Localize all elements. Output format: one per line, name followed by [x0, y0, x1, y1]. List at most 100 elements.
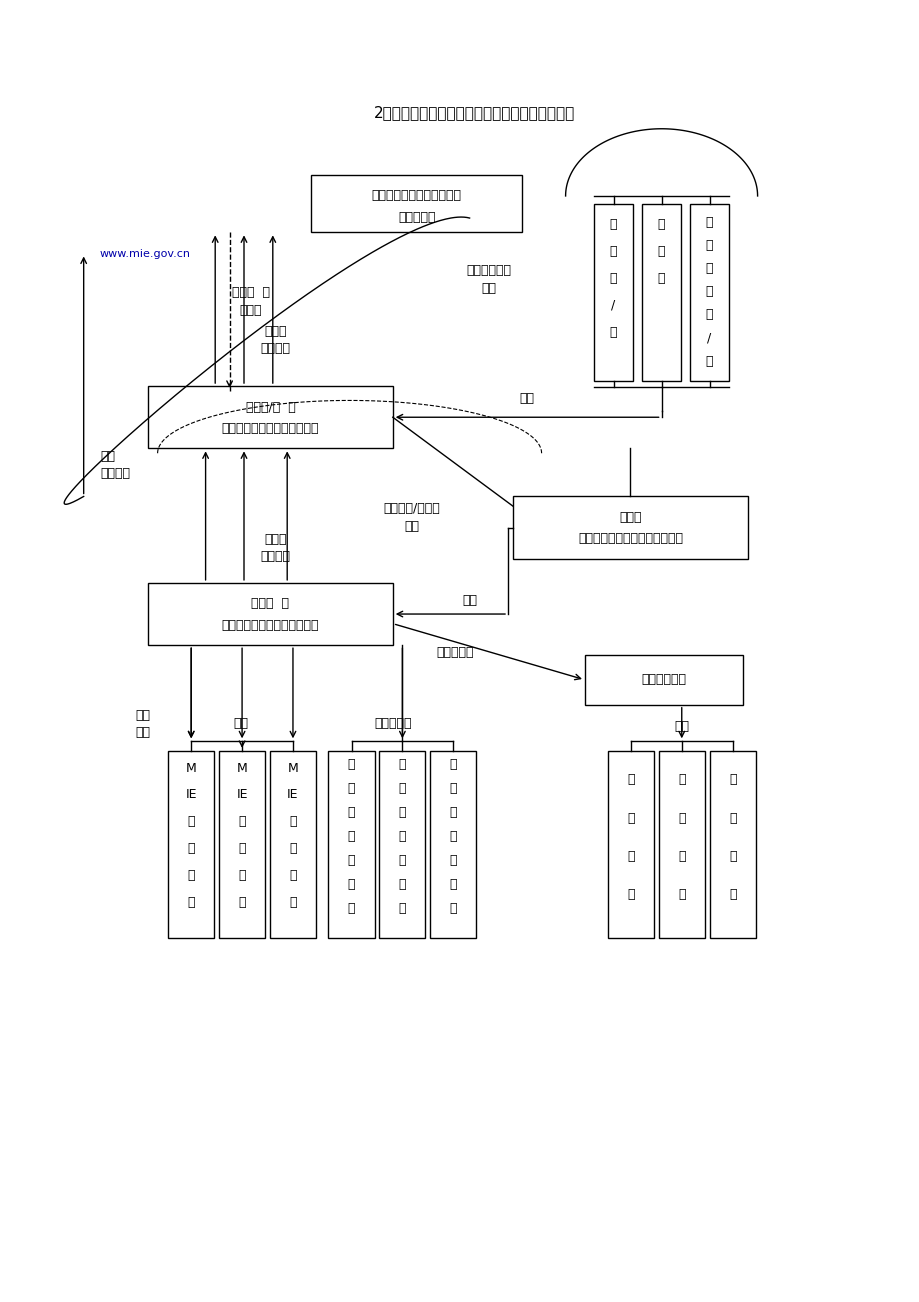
Text: 科技厅/委  或: 科技厅/委 或 [245, 401, 295, 414]
Text: 增: 增 [449, 829, 457, 842]
Text: 息: 息 [705, 240, 712, 253]
Text: IE: IE [287, 789, 299, 802]
Text: 实: 实 [238, 815, 245, 828]
Text: 各类报表: 各类报表 [260, 342, 290, 355]
Text: 业: 业 [238, 896, 245, 909]
Bar [379, 751, 425, 937]
Text: 对应的: 对应的 [618, 512, 641, 525]
Bar [658, 751, 704, 937]
Text: 生: 生 [347, 758, 355, 771]
Text: 件: 件 [677, 811, 685, 824]
Text: 范围: 范围 [404, 519, 419, 533]
Text: 2、制造业信息化工程记录工作数据汇总参照流程: 2、制造业信息化工程记录工作数据汇总参照流程 [373, 105, 574, 120]
Text: /: / [707, 332, 711, 345]
Text: 提交与审核: 提交与审核 [436, 646, 473, 659]
Text: 上报: 上报 [233, 717, 248, 730]
Text: 件: 件 [728, 811, 735, 824]
Text: 力: 力 [347, 806, 355, 819]
Bar [594, 203, 632, 381]
Text: 经: 经 [657, 219, 664, 232]
Bar [607, 751, 653, 937]
Bar [328, 751, 374, 937]
Text: 业: 业 [627, 888, 634, 901]
Text: 审核: 审核 [136, 708, 151, 721]
Text: 实: 实 [289, 815, 297, 828]
Text: 行: 行 [187, 842, 195, 855]
Text: 企: 企 [187, 870, 195, 883]
Text: 省（区、市）: 省（区、市） [466, 264, 511, 277]
Text: 行: 行 [238, 842, 245, 855]
Text: 业: 业 [187, 896, 195, 909]
Bar [709, 751, 754, 937]
Text: 软: 软 [627, 773, 634, 786]
Text: 软件行业协会: 软件行业协会 [641, 673, 686, 686]
Text: 企: 企 [677, 850, 685, 863]
Bar [584, 655, 743, 704]
Text: 力: 力 [398, 806, 405, 819]
Text: 生: 生 [449, 758, 457, 771]
Text: 中: 中 [347, 878, 355, 891]
Text: 中: 中 [449, 878, 457, 891]
Text: 指定的记录工作详细组织机构: 指定的记录工作详细组织机构 [221, 422, 319, 435]
Text: 范围: 范围 [481, 281, 495, 294]
Text: 产: 产 [449, 781, 457, 794]
Text: 增: 增 [398, 829, 405, 842]
Text: 委: 委 [657, 272, 664, 285]
Text: 厅: 厅 [609, 272, 617, 285]
Text: 汇总表: 汇总表 [264, 533, 287, 546]
Text: 汇总: 汇总 [461, 594, 477, 607]
Text: IE: IE [186, 789, 197, 802]
Text: 重点都市/地级市: 重点都市/地级市 [383, 503, 440, 516]
Text: 企: 企 [728, 850, 735, 863]
Bar [269, 751, 315, 937]
Bar [689, 203, 728, 381]
Text: 企: 企 [289, 870, 297, 883]
Text: 企: 企 [238, 870, 245, 883]
Text: 办: 办 [705, 354, 712, 367]
Text: 科技、经济、信息产业主管部门: 科技、经济、信息产业主管部门 [577, 533, 682, 546]
Text: 业: 业 [705, 285, 712, 298]
Text: 献下载: 献下载 [239, 303, 262, 316]
Text: 生: 生 [398, 758, 405, 771]
Text: 进: 进 [398, 854, 405, 867]
Text: M: M [186, 762, 197, 775]
Text: 业: 业 [728, 888, 735, 901]
Text: 上报与审核: 上报与审核 [374, 717, 411, 730]
Text: /: / [611, 299, 615, 312]
Text: 信: 信 [705, 216, 712, 229]
Text: 软: 软 [728, 773, 735, 786]
Text: 跟踪: 跟踪 [136, 727, 151, 740]
Text: 软: 软 [677, 773, 685, 786]
Text: 管理办公室: 管理办公室 [398, 211, 435, 224]
Text: 产: 产 [347, 781, 355, 794]
Text: 力: 力 [449, 806, 457, 819]
Text: 增: 增 [347, 829, 355, 842]
Text: 企: 企 [627, 850, 634, 863]
Text: 科: 科 [609, 219, 617, 232]
Text: www.mie.gov.cn: www.mie.gov.cn [100, 249, 191, 259]
Bar [148, 583, 392, 646]
Text: M: M [288, 762, 298, 775]
Text: 制造业信息化工程重大项目: 制造业信息化工程重大项目 [371, 190, 461, 202]
Text: 心: 心 [398, 902, 405, 915]
Bar [512, 496, 747, 559]
Text: 在线申报: 在线申报 [100, 467, 130, 480]
Text: 件: 件 [627, 811, 634, 824]
Bar [148, 385, 392, 448]
Text: 厅: 厅 [705, 309, 712, 322]
Text: 技: 技 [609, 245, 617, 258]
Text: 产: 产 [705, 263, 712, 276]
Text: 实: 实 [187, 815, 195, 828]
Text: 上报: 上报 [674, 720, 688, 733]
Text: 委: 委 [609, 326, 617, 339]
Text: 行: 行 [289, 842, 297, 855]
Text: 中: 中 [398, 878, 405, 891]
Text: 产: 产 [398, 781, 405, 794]
Text: 汇总表: 汇总表 [264, 324, 287, 337]
Bar [219, 751, 265, 937]
Text: 科技局  或: 科技局 或 [251, 598, 289, 611]
Text: 网上: 网上 [100, 449, 115, 462]
Text: 汇总: 汇总 [519, 392, 534, 405]
Text: 指定的记录工作详细组织机构: 指定的记录工作详细组织机构 [221, 618, 319, 631]
Text: 电子版  文: 电子版 文 [232, 286, 269, 299]
